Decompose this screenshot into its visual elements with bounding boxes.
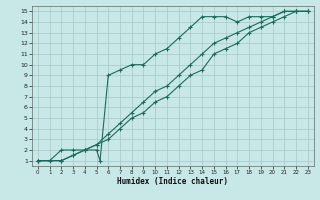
X-axis label: Humidex (Indice chaleur): Humidex (Indice chaleur) (117, 177, 228, 186)
